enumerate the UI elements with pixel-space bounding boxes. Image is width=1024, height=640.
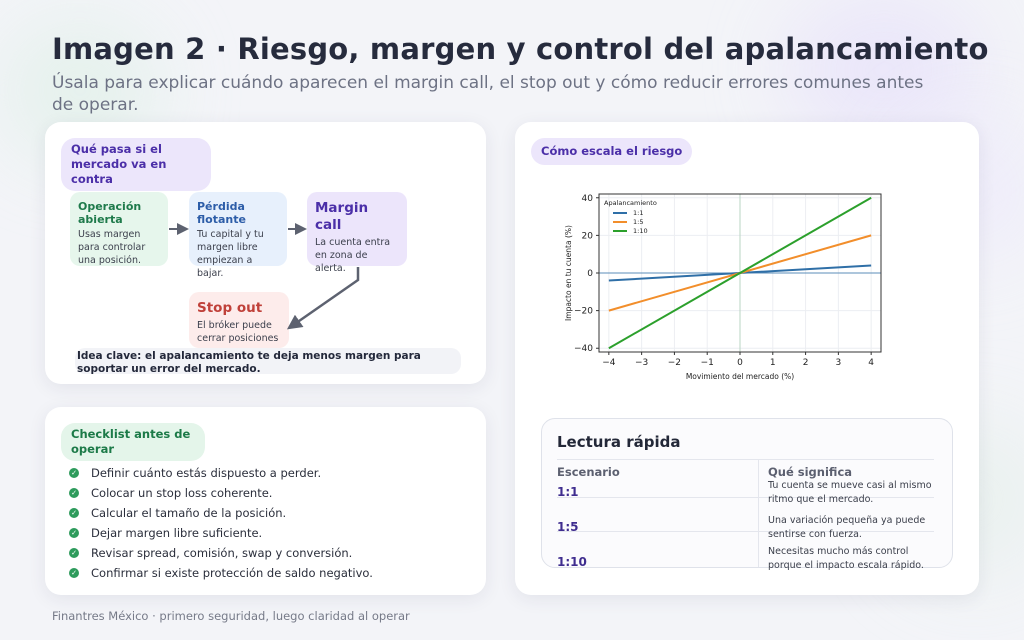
checklist-item: ✓ Dejar margen libre suficiente. [69, 523, 373, 543]
x-tick-label: 2 [803, 358, 809, 368]
row-meaning: Necesitas mucho más control porque el im… [768, 546, 924, 571]
y-tick-label: −40 [574, 344, 593, 354]
x-axis-label: Movimiento del mercado (%) [686, 372, 794, 381]
flow-card: Qué pasa si el mercado va en contra Oper… [45, 122, 486, 384]
row-meaning: Tu cuenta se mueve casi al mismo ritmo q… [768, 480, 932, 505]
flow-box-margin-call: Margin call La cuenta entra en zona de a… [307, 192, 407, 274]
page-subtitle: Úsala para explicar cuándo aparecen el m… [52, 73, 924, 115]
check-icon: ✓ [69, 568, 79, 578]
x-tick-label: 4 [868, 358, 874, 368]
flow-box-title: Operación abierta [78, 200, 142, 226]
series-line-1-10 [608, 196, 872, 350]
quick-read-title: Lectura rápida [557, 433, 681, 451]
check-icon: ✓ [69, 548, 79, 558]
legend-title: Apalancamiento [604, 199, 657, 207]
quick-read-table: Lectura rápida Escenario Qué significa 1… [541, 418, 953, 571]
flow-box-desc: La cuenta entra en zona de alerta. [315, 237, 391, 274]
check-icon: ✓ [69, 468, 79, 478]
row-scenario: 1:10 [557, 555, 587, 569]
key-idea: Idea clave: el apalancamiento te deja me… [75, 348, 461, 375]
flow-box-desc: El bróker puede cerrar posiciones [197, 320, 279, 344]
x-tick-label: 3 [836, 358, 842, 368]
checklist-pill: Checklist antes de operar [61, 423, 205, 461]
flow-box-stop-out: Stop out El bróker puede cerrar posicion… [189, 292, 289, 348]
y-tick-label: 40 [582, 194, 594, 204]
flow-box-title: Margin call [315, 200, 369, 233]
flow-box-desc: Tu capital y tu margen libre empiezan a … [197, 229, 264, 279]
risk-pill: Cómo escala el riesgo [531, 138, 693, 165]
x-tick-label: −3 [635, 358, 648, 368]
footer: Finantres México · primero seguridad, lu… [52, 609, 410, 623]
leverage-chart: −4 −3 −2 −1 0 1 2 3 4 −40 −20 0 20 40 Movimiento del m… [564, 193, 882, 381]
col-header-meaning: Qué significa [768, 465, 853, 479]
x-tick-label: 0 [737, 358, 743, 368]
flow-box-desc: Usas margen para controlar una posición. [78, 229, 146, 266]
legend-label: 1:5 [633, 218, 643, 226]
y-tick-label: 20 [582, 231, 594, 241]
legend-label: 1:10 [633, 227, 648, 235]
flow-pill: Qué pasa si el mercado va en contra [61, 138, 211, 191]
flow-box-open: Operación abierta Usas margen para contr… [70, 192, 168, 266]
x-tick-label: 1 [770, 358, 776, 368]
row-scenario: 1:1 [557, 485, 579, 499]
checklist-item: ✓ Definir cuánto estás dispuesto a perder… [69, 463, 373, 483]
y-tick-label: −20 [574, 307, 593, 317]
flow-box-title: Pérdida flotante [197, 200, 246, 226]
checklist-item: ✓ Revisar spread, comisión, swap y conver… [69, 543, 373, 563]
x-tick-label: −1 [701, 358, 714, 368]
check-icon: ✓ [69, 528, 79, 538]
col-header-scenario: Escenario [557, 465, 620, 479]
legend-label: 1:1 [633, 209, 643, 217]
checklist-item: ✓ Colocar un stop loss coherente. [69, 483, 373, 503]
check-icon: ✓ [69, 508, 79, 518]
risk-card: Cómo escala el riesgo −4 −3 −2 −1 0 1 2 3 4 −40 −2… [515, 122, 979, 595]
row-meaning: Una variación pequeña ya puede sentirse … [768, 515, 926, 540]
page-title: Imagen 2 · Riesgo, margen y control del … [52, 32, 989, 66]
check-icon: ✓ [69, 488, 79, 498]
checklist: ✓ Definir cuánto estás dispuesto a perder… [69, 463, 373, 583]
flow-box-title: Stop out [197, 300, 263, 316]
checklist-item: ✓ Calcular el tamaño de la posición. [69, 503, 373, 523]
arrow-margin-to-stop [286, 267, 360, 330]
x-tick-label: −2 [668, 358, 681, 368]
y-tick-label: 0 [587, 269, 593, 279]
y-axis-label: Impacto en tu cuenta (%) [564, 225, 573, 321]
checklist-card: Checklist antes de operar ✓ Definir cuánt… [45, 407, 486, 595]
row-scenario: 1:5 [557, 520, 579, 534]
x-tick-label: −4 [602, 358, 616, 368]
checklist-item: ✓ Confirmar si existe protección de saldo… [69, 563, 373, 583]
flow-box-loss: Pérdida flotante Tu capital y tu margen … [189, 192, 287, 279]
